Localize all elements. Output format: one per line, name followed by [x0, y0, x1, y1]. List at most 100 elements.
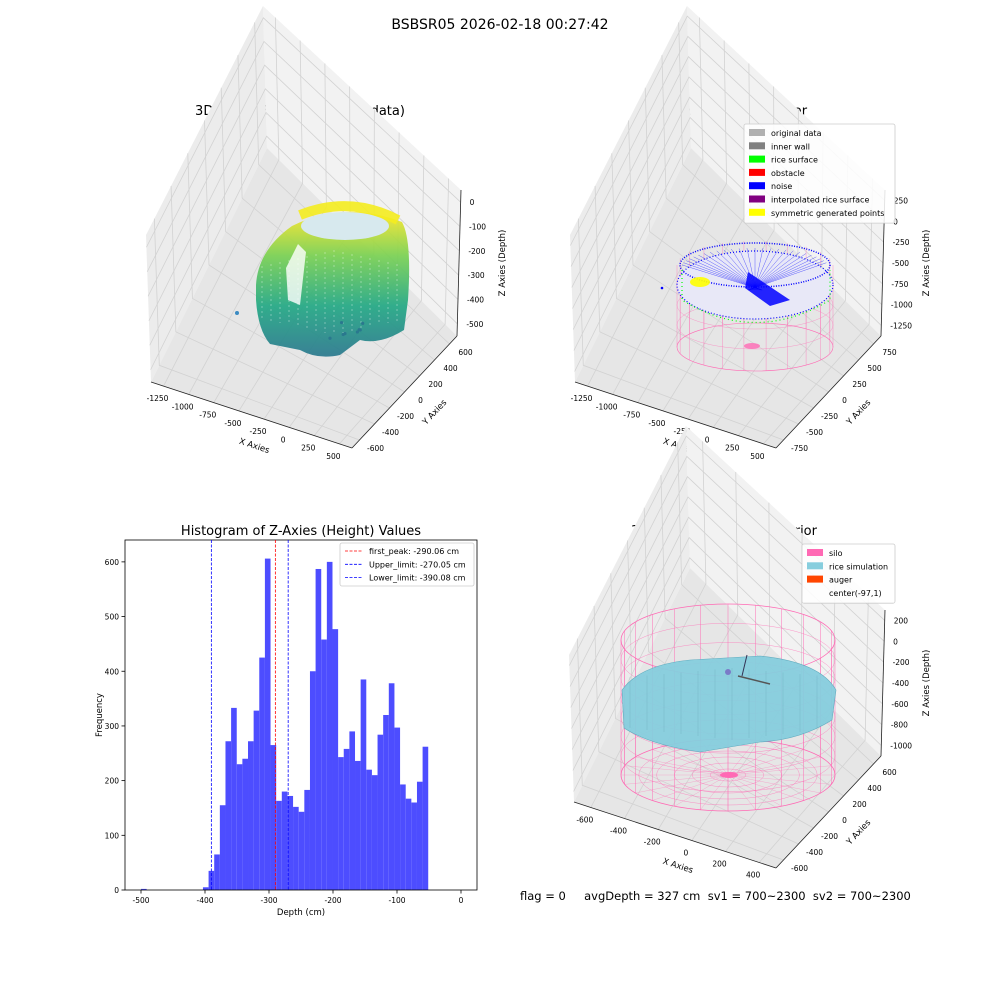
classify3d-x-tick-label: 250	[725, 444, 740, 453]
raw3d-y-tick-label: -200	[397, 412, 414, 421]
simulation3d-silo-floor-spoke	[727, 765, 832, 776]
histogram-plot: -500 -400 -300 -200 -100 0 0 100 200 300 400 500 600…	[95, 539, 478, 918]
histogram-bar	[343, 748, 350, 890]
raw3d-y-axis-label: Y Axies	[420, 398, 449, 428]
raw3d-stray-point	[361, 321, 365, 325]
simulation3d-silo-floor-spoke	[727, 774, 756, 810]
figure-title: BSBSR05 2026-02-18 00:27:42	[391, 17, 609, 33]
classify3d-plot: -1250-1000-750-500-2500250500-750-500-25…	[570, 6, 932, 461]
raw3d-gridline-z	[147, 64, 460, 297]
simulation3d-y-tick-label: 400	[867, 784, 882, 793]
raw3d-gridline-x	[163, 17, 280, 387]
histogram-x-tick-label: -300	[260, 896, 277, 905]
histogram-bar	[349, 731, 356, 890]
classify3d-legend-swatch	[749, 168, 765, 176]
simulation3d-silo-floor-spoke	[624, 765, 729, 776]
histogram-legend-label: first_peak: -290.06 cm	[369, 547, 459, 556]
histogram-bar	[355, 760, 361, 890]
simulation3d-y-tick-label: 600	[882, 768, 897, 777]
raw3d-z-axis	[456, 189, 462, 337]
raw3d-y-tick-label: 200	[428, 380, 443, 389]
histogram-legend-label: Lower_limit: -390.08 cm	[369, 574, 466, 583]
histogram-bar	[231, 707, 237, 890]
raw3d-stray-point	[328, 336, 332, 340]
raw3d-gridline-x	[339, 178, 450, 445]
classify3d-gridline-x	[612, 40, 728, 395]
histogram-y-axis-label: Frequency	[95, 693, 105, 737]
simulation3d-legend-swatch	[807, 549, 823, 556]
histogram-bar	[214, 854, 220, 890]
simulation3d-gridline-x	[657, 502, 770, 830]
classify3d-legend-label: obstacle	[771, 169, 805, 178]
raw3d-z-tick-label: 0	[470, 198, 475, 207]
simulation3d-gridline-x	[758, 594, 869, 863]
histogram-bar	[394, 727, 401, 890]
classify3d-rice-surface	[681, 270, 831, 323]
histogram-bar	[371, 775, 378, 890]
simulation3d-legend-swatch	[807, 575, 823, 583]
simulation3d-x-axis	[573, 801, 777, 869]
histogram-bar	[405, 798, 412, 890]
classify3d-legend-label: rice surface	[771, 156, 818, 165]
classify3d-gridline-y	[628, 120, 829, 393]
simulation3d-silo-floor-spoke	[727, 740, 756, 776]
simulation3d-z-tick-label: -800	[891, 721, 908, 730]
raw3d-gridline-z	[146, 17, 461, 248]
raw3d-y-tick-label: 0	[418, 396, 423, 405]
histogram-x-tick-label: -100	[388, 896, 405, 905]
simulation3d-gridline-z	[572, 536, 883, 771]
simulation3d-z-tick-label: 200	[894, 616, 909, 625]
histogram-bar	[388, 683, 395, 890]
classify3d-x-tick-label: -750	[623, 411, 640, 420]
classify3d-silo-center	[744, 343, 760, 349]
histogram-bar	[315, 568, 322, 890]
histogram-bar	[383, 715, 389, 890]
classify3d-legend-swatch	[749, 142, 765, 150]
raw3d-x-axis	[150, 381, 353, 449]
histogram-x-tick-label: -400	[196, 896, 213, 905]
classify3d-gridline-x	[763, 178, 874, 445]
classify3d-y-tick-label: 500	[867, 364, 882, 373]
raw3d-y-tick-label: -600	[367, 444, 384, 453]
raw3d-top-rim	[298, 201, 401, 225]
simulation3d-x-tick-label: 400	[746, 871, 761, 880]
classify3d-gridline-z	[573, 116, 883, 351]
classify3d-x-tick-label: -1000	[596, 402, 618, 411]
raw3d-x-tick-label: -1250	[147, 394, 169, 403]
simulation3d-x-tick-label: 200	[712, 860, 727, 869]
classify3d-upper-ring	[679, 242, 831, 288]
histogram-y-tick-label: 600	[105, 558, 120, 567]
histogram-bar	[202, 887, 209, 890]
simulation3d-legend-label: auger	[829, 576, 853, 585]
classify3d-legend-label: original data	[771, 129, 822, 138]
histogram-bar	[242, 758, 249, 890]
simulation3d-y-tick-label: -200	[821, 832, 838, 841]
simulation3d-y-axis-label: Y Axies	[844, 818, 873, 848]
simulation3d-y-tick-label: 0	[842, 816, 847, 825]
classify3d-y-tick-label: 750	[882, 348, 897, 357]
raw3d-z-tick-label: -400	[467, 296, 484, 305]
raw3d-z-tick-label: -300	[468, 271, 485, 280]
raw3d-y-tick-label: 600	[458, 348, 473, 357]
histogram-x-tick-label: -200	[324, 896, 341, 905]
histogram-bar	[377, 734, 384, 890]
simulation3d-silo-floor-spoke	[652, 774, 729, 801]
simulation3d-legend-label: silo	[829, 549, 843, 558]
histogram-y-tick-label: 100	[105, 831, 120, 840]
classify3d-gridline-y	[577, 218, 784, 441]
simulation3d-legend-label: center(-97,1)	[829, 589, 882, 598]
simulation3d-silo-floor-spoke	[624, 774, 729, 785]
histogram-bar	[366, 769, 372, 890]
raw3d-gridline-y	[187, 153, 390, 409]
simulation3d-silo-floor-spoke	[700, 774, 729, 810]
raw3d-stray-point	[343, 331, 347, 336]
raw3d-point-cloud	[256, 211, 410, 357]
classify3d-z-tick-label: -1000	[891, 301, 913, 310]
raw3d-y-axis	[351, 335, 458, 449]
simulation3d-legend-label: rice simulation	[829, 562, 888, 571]
simulation3d-gridline-y	[643, 507, 844, 797]
simulation3d-gridline-x	[624, 471, 739, 819]
classify3d-legend-label: inner wall	[771, 142, 810, 151]
classify3d-gridline-y	[611, 153, 814, 409]
histogram-bar	[276, 800, 282, 890]
